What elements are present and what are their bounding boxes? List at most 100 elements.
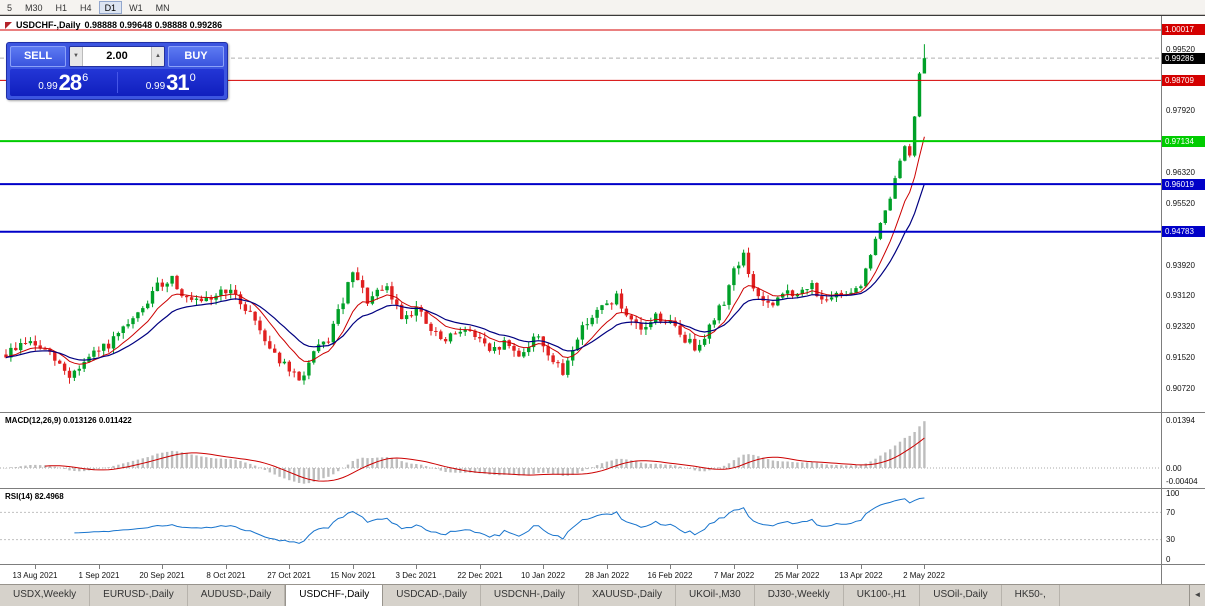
date-tick [734,565,735,569]
price-axis-label: 0.95520 [1166,198,1195,208]
buy-button[interactable]: BUY [168,46,224,67]
date-label: 28 Jan 2022 [584,571,630,580]
date-tick [607,565,608,569]
chart-tab-dj30weekly[interactable]: DJ30-,Weekly [755,585,844,606]
tabs-scroll-left-button[interactable]: ◄ [1189,585,1205,606]
rsi-axis-label: 30 [1166,535,1175,545]
macd-indicator-pane: 0.01394 0.00 -0.00404 MACD(12,26,9) 0.0131… [0,412,1205,488]
date-tick [289,565,290,569]
volume-stepper[interactable]: ▼ 2.00 ▲ [69,46,165,67]
chart-tab-xauusddaily[interactable]: XAUUSD-,Daily [579,585,676,606]
one-click-collapse-icon[interactable] [5,21,12,29]
macd-axis-label: 0.00 [1166,463,1182,473]
chart-tab-eurusddaily[interactable]: EURUSD-,Daily [90,585,188,606]
price-line-badge: 0.94783 [1162,226,1205,238]
date-tick [480,565,481,569]
date-label: 27 Oct 2021 [267,571,311,580]
price-axis-label: 0.90720 [1166,383,1195,393]
chart-tab-usoildaily[interactable]: USOil-,Daily [920,585,1002,606]
sell-button[interactable]: SELL [10,46,66,67]
rsi-chart-canvas[interactable] [0,489,1161,565]
date-tick [416,565,417,569]
chart-tab-hk50[interactable]: HK50-, [1002,585,1060,606]
date-tick [924,565,925,569]
macd-axis-label: 0.01394 [1166,415,1195,425]
buy-price-sup: 0 [189,72,196,84]
sell-price-small: 0.99 [38,80,58,92]
price-axis-label: 0.92320 [1166,322,1195,332]
date-label: 13 Aug 2021 [12,571,58,580]
volume-decrease-icon[interactable]: ▼ [70,47,83,66]
date-label: 25 Mar 2022 [774,571,820,580]
scroll-left-icon: ◄ [1193,590,1202,599]
volume-increase-icon[interactable]: ▲ [151,47,164,66]
date-label: 1 Sep 2021 [78,571,120,580]
date-label: 10 Jan 2022 [520,571,566,580]
price-axis-label: 0.93120 [1166,291,1195,301]
macd-chart-canvas[interactable] [0,413,1161,489]
rsi-axis-label: 100 [1166,489,1180,498]
date-label: 22 Dec 2021 [457,571,503,580]
price-axis-label: 0.99520 [1166,44,1195,54]
buy-price-small: 0.99 [145,80,166,92]
chart-tab-uk100h1[interactable]: UK100-,H1 [844,585,921,606]
date-label: 16 Feb 2022 [647,571,693,580]
price-axis-label: 0.91520 [1166,353,1195,363]
date-label: 3 Dec 2021 [395,571,437,580]
timeframe-button-m30[interactable]: M30 [25,2,43,13]
price-divider [116,72,118,93]
date-label: 15 Nov 2021 [330,571,376,580]
price-axis[interactable]: 0.995200.987200.979200.971200.963200.955… [1161,16,1205,412]
date-tick [797,565,798,569]
sell-price[interactable]: 0.99 28 6 [10,69,117,96]
current-price-badge: 0.99286 [1162,52,1205,64]
date-axis[interactable]: 13 Aug 2021 1 Sep 2021 20 Sep 2021 8 Oct 20… [0,564,1205,585]
price-line-badge: 0.98709 [1162,74,1205,86]
price-chart-pane: 0.995200.987200.979200.971200.963200.955… [0,16,1205,412]
timeframe-toolbar: 5 M30 H1 H4 D1 W1 MN [0,0,1205,15]
date-label: 20 Sep 2021 [139,571,185,580]
rsi-axis-label: 70 [1166,507,1175,517]
chart-tab-usdchfdaily[interactable]: USDCHF-,Daily [285,585,384,606]
timeframe-button-h4[interactable]: H4 [80,2,92,13]
chart-tab-ukoilm30[interactable]: UKOil-,M30 [676,585,755,606]
price-axis-label: 0.93920 [1166,260,1195,270]
candlestick-chart-canvas[interactable] [0,16,1161,412]
buy-price[interactable]: 0.99 31 0 [118,69,225,96]
timeframe-button-h1[interactable]: H1 [55,2,68,13]
date-label: 8 Oct 2021 [206,571,246,580]
chart-tab-usdxweekly[interactable]: USDX,Weekly [0,585,91,606]
chart-tab-audusddaily[interactable]: AUDUSD-,Daily [188,585,286,606]
date-tick [162,565,163,569]
date-tick [543,565,544,569]
chart-tab-usdcaddaily[interactable]: USDCAD-,Daily [383,585,481,606]
date-tick [226,565,227,569]
date-tick [35,565,36,569]
timeframe-button-mn[interactable]: MN [155,2,170,13]
chart-window: 0.995200.987200.979200.971200.963200.955… [0,15,1205,585]
timeframe-button-d1[interactable]: D1 [98,0,123,14]
macd-axis[interactable]: 0.01394 0.00 -0.00404 [1161,413,1205,488]
chart-tabs-bar: USDX,Weekly EURUSD-,Daily AUDUSD-,Daily USD… [0,584,1205,606]
price-line-badge: 0.97134 [1162,135,1205,147]
axis-corner [1161,565,1205,585]
date-tick [861,565,862,569]
timeframe-button-w1[interactable]: W1 [129,2,143,13]
rsi-label: RSI(14) 82.4968 [5,492,64,501]
date-tick [99,565,100,569]
one-click-trading-panel: SELL ▼ 2.00 ▲ BUY 0.99 28 6 [6,42,228,100]
macd-label: MACD(12,26,9) 0.013126 0.011422 [5,416,132,425]
chart-tab-usdcnhdaily[interactable]: USDCNH-,Daily [481,585,579,606]
sell-price-big: 28 [58,69,83,95]
chart-symbol-label: USDCHF-,Daily [16,20,81,30]
price-axis-label: 0.96320 [1166,168,1195,177]
date-tick [670,565,671,569]
rsi-axis[interactable]: 100 70 30 0 [1161,489,1205,564]
price-line-badge: 0.96019 [1162,178,1205,190]
date-label: 2 May 2022 [903,571,945,580]
rsi-axis-label: 0 [1166,555,1171,564]
price-line-badge: 1.00017 [1162,24,1205,36]
timeframe-button-5[interactable]: 5 [7,2,13,13]
volume-value[interactable]: 2.00 [106,50,128,62]
